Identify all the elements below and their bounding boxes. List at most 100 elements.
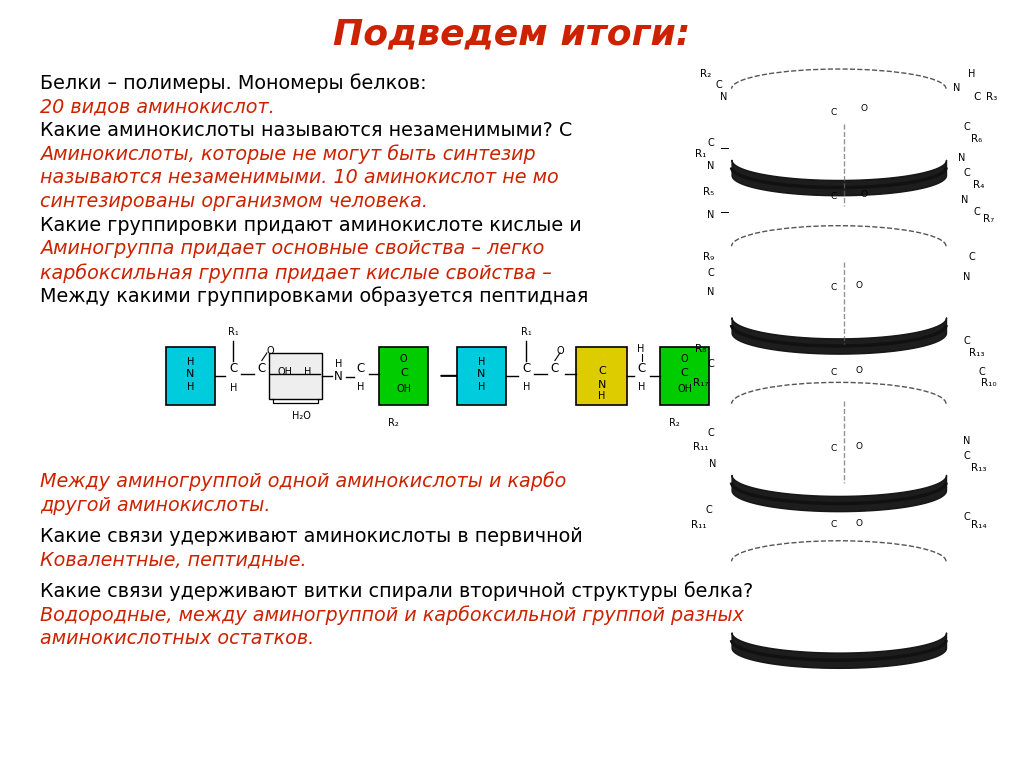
Text: N: N — [186, 369, 195, 379]
Text: H: H — [335, 359, 342, 369]
Text: C: C — [229, 362, 238, 375]
Text: O: O — [856, 443, 862, 452]
Text: C: C — [963, 451, 970, 461]
Text: N: N — [957, 153, 965, 163]
Text: Между какими группировками образуется пептидная: Между какими группировками образуется пе… — [40, 287, 589, 306]
Text: C: C — [830, 367, 837, 377]
Text: N: N — [708, 210, 715, 220]
Text: C: C — [716, 81, 723, 91]
Text: C: C — [681, 368, 688, 378]
FancyBboxPatch shape — [457, 347, 506, 404]
Text: H: H — [477, 357, 485, 367]
Text: R₇: R₇ — [983, 214, 994, 224]
Text: C: C — [978, 367, 985, 377]
Text: Аминокислоты, которые не могут быть синтезир: Аминокислоты, которые не могут быть синт… — [40, 144, 536, 164]
Text: C: C — [830, 107, 837, 117]
Text: карбоксильная группа придает кислые свойства –: карбоксильная группа придает кислые свой… — [40, 263, 552, 282]
FancyBboxPatch shape — [166, 347, 215, 404]
Text: H: H — [637, 344, 644, 354]
Text: R₈: R₈ — [695, 344, 707, 354]
Text: называются незаменимыми. 10 аминокислот не мо: называются незаменимыми. 10 аминокислот … — [40, 169, 559, 187]
Text: C: C — [830, 520, 837, 529]
Text: R₁₁: R₁₁ — [691, 520, 707, 530]
Text: R₉: R₉ — [703, 252, 715, 262]
Text: N: N — [598, 380, 606, 390]
Text: C: C — [258, 362, 266, 375]
Text: C: C — [638, 362, 646, 375]
Text: R₁: R₁ — [227, 327, 239, 337]
Text: Какие группировки придают аминокислоте кислые и: Какие группировки придают аминокислоте к… — [40, 216, 582, 235]
Text: C: C — [963, 512, 970, 522]
Text: OH: OH — [278, 367, 293, 377]
Text: аминокислотных остатков.: аминокислотных остатков. — [40, 629, 314, 648]
Text: R₁₁: R₁₁ — [693, 442, 709, 452]
Text: O: O — [266, 346, 273, 356]
Text: C: C — [973, 92, 980, 102]
Text: C: C — [963, 168, 970, 179]
Text: N: N — [952, 83, 959, 93]
Text: OH: OH — [396, 384, 412, 393]
Text: C: C — [830, 444, 837, 453]
Text: Водородные, между аминогруппой и карбоксильной группой разных: Водородные, между аминогруппой и карбокс… — [40, 605, 744, 625]
Text: H: H — [229, 383, 237, 393]
Text: N: N — [963, 436, 970, 446]
Text: C: C — [973, 206, 980, 216]
Text: другой аминокислоты.: другой аминокислоты. — [40, 495, 270, 515]
Text: H: H — [186, 381, 194, 392]
Text: O: O — [861, 190, 867, 199]
FancyBboxPatch shape — [660, 347, 709, 404]
Text: R₂: R₂ — [388, 418, 399, 428]
Text: R₁: R₁ — [695, 150, 707, 160]
Text: N: N — [710, 459, 717, 469]
Text: R₄: R₄ — [973, 179, 984, 189]
Text: O: O — [856, 281, 862, 290]
Text: N: N — [708, 161, 715, 171]
Text: O: O — [861, 104, 867, 113]
Text: Аминогруппа придает основные свойства – легко: Аминогруппа придает основные свойства – … — [40, 239, 551, 258]
Text: H: H — [357, 381, 365, 392]
Text: H: H — [968, 69, 975, 79]
Text: R₁₄: R₁₄ — [971, 520, 986, 530]
Text: R₅: R₅ — [703, 187, 715, 197]
Text: Между аминогруппой одной аминокислоты и карбо: Между аминогруппой одной аминокислоты и … — [40, 472, 566, 491]
Text: R₁₃: R₁₃ — [969, 348, 984, 358]
Text: O: O — [681, 354, 688, 364]
Text: H: H — [638, 381, 645, 392]
Text: Белки – полимеры. Мономеры белков:: Белки – полимеры. Мономеры белков: — [40, 74, 427, 93]
Text: C: C — [522, 362, 530, 375]
FancyBboxPatch shape — [577, 347, 628, 404]
Text: C: C — [708, 428, 715, 438]
Text: N: N — [334, 370, 343, 384]
Text: H: H — [186, 357, 194, 367]
Text: C: C — [708, 138, 715, 148]
Text: C: C — [706, 505, 713, 515]
Text: Какие связи удерживают витки спирали вторичной структуры белка?: Какие связи удерживают витки спирали вто… — [40, 581, 754, 601]
Text: синтезированы организмом человека.: синтезированы организмом человека. — [40, 192, 428, 211]
Text: C: C — [400, 368, 408, 378]
Text: C: C — [708, 268, 715, 278]
Text: R₁: R₁ — [521, 327, 531, 337]
Text: N: N — [963, 272, 970, 281]
Text: C: C — [830, 284, 837, 292]
Text: C: C — [598, 367, 606, 377]
Text: R₁₃: R₁₃ — [971, 463, 986, 472]
Text: 20 видов аминокислот.: 20 видов аминокислот. — [40, 97, 275, 117]
Text: Какие аминокислоты называются незаменимыми? С: Какие аминокислоты называются незаменимы… — [40, 121, 572, 140]
Text: C: C — [963, 123, 970, 133]
Text: Ковалентные, пептидные.: Ковалентные, пептидные. — [40, 551, 307, 570]
Text: C: C — [708, 360, 715, 370]
Text: H: H — [304, 367, 311, 377]
Text: O: O — [856, 518, 862, 528]
Text: N: N — [477, 370, 485, 380]
Text: N: N — [720, 92, 727, 102]
Text: R₂: R₂ — [669, 418, 680, 428]
Text: O: O — [556, 346, 564, 356]
Text: H: H — [477, 381, 485, 392]
Text: C: C — [551, 362, 559, 375]
Text: C: C — [968, 252, 975, 262]
Text: H: H — [522, 381, 530, 392]
Text: C: C — [963, 337, 970, 347]
Text: C: C — [830, 192, 837, 201]
Text: O: O — [856, 366, 862, 375]
Text: O: O — [400, 354, 408, 364]
